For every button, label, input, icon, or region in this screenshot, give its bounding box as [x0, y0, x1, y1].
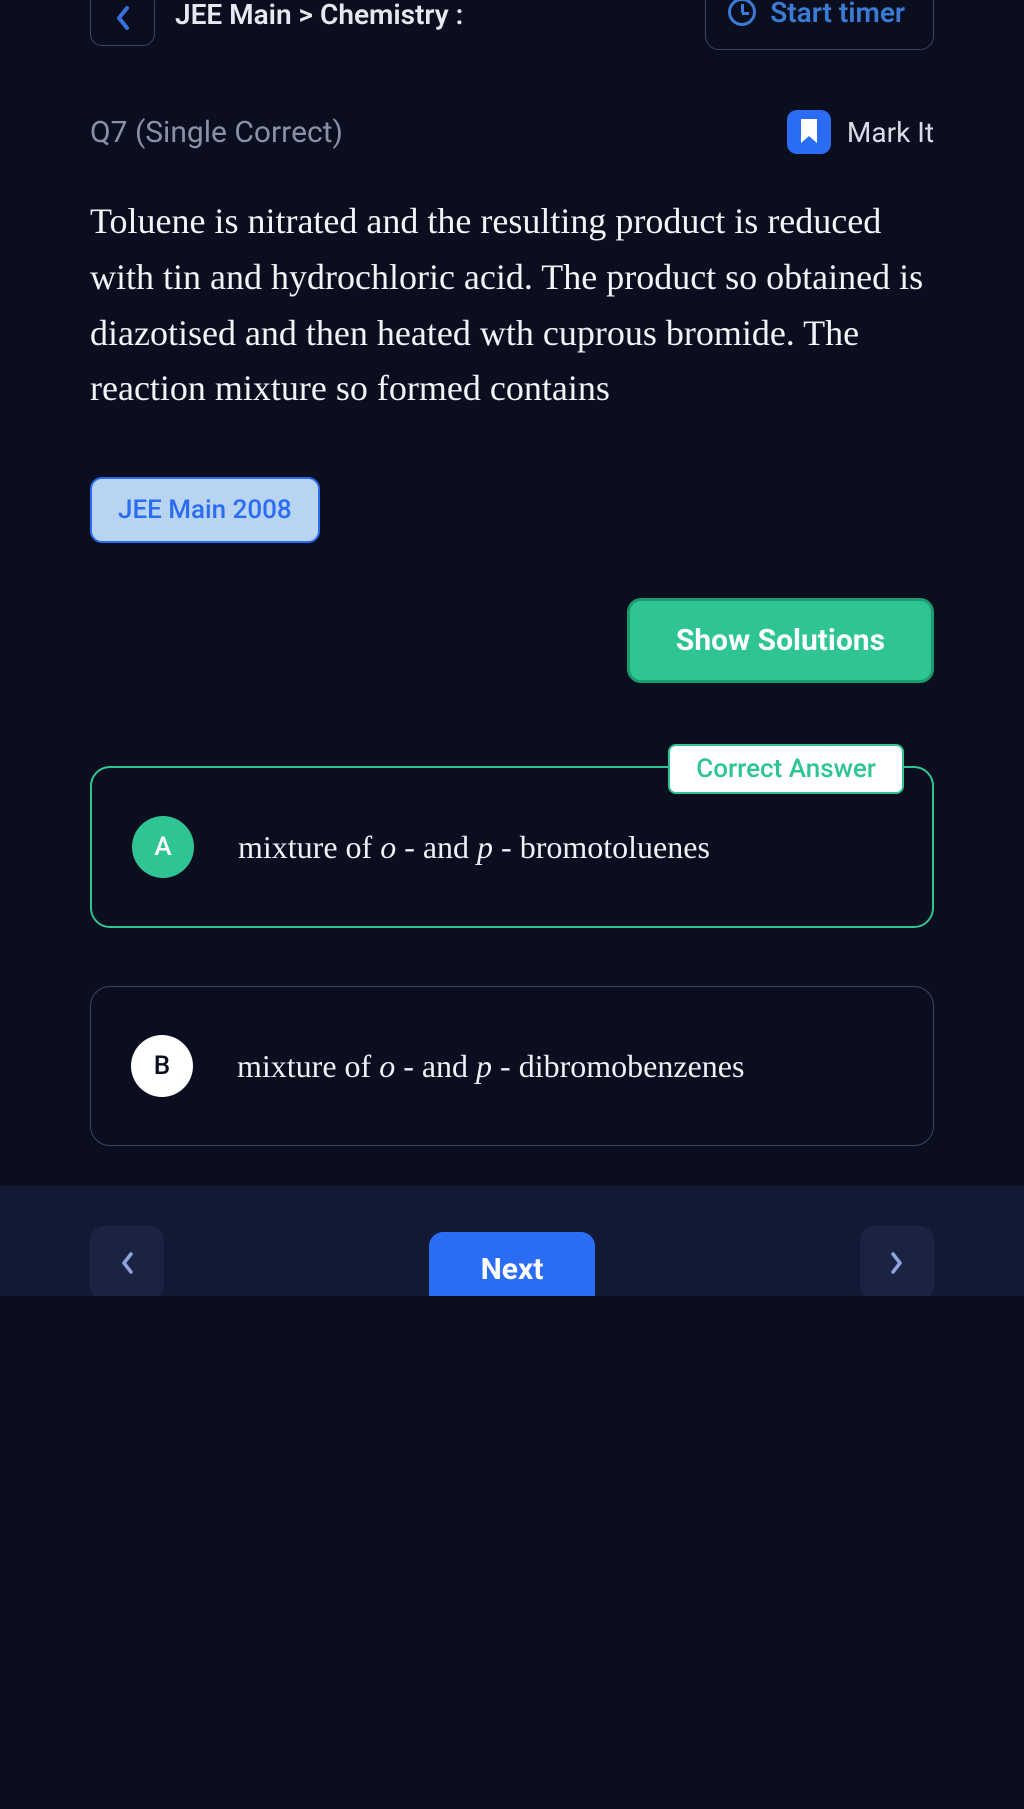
mark-it-button[interactable]: Mark It: [787, 110, 934, 154]
question-text: Toluene is nitrated and the resulting pr…: [0, 164, 1024, 427]
start-timer-button[interactable]: Start timer: [705, 0, 934, 50]
prev-button[interactable]: [90, 1226, 164, 1296]
option-b[interactable]: B mixture of o - and p - dibromobenzenes: [90, 986, 934, 1146]
top-bar: JEE Main > Chemistry : Start timer: [0, 0, 1024, 60]
chevron-left-icon: [115, 6, 131, 30]
chevron-left-icon: [119, 1251, 135, 1275]
bottom-nav-bar: Next: [0, 1186, 1024, 1296]
option-a-text: mixture of o - and p - bromotoluenes: [238, 825, 710, 870]
next-button[interactable]: Next: [429, 1232, 596, 1296]
bookmark-icon: [787, 110, 831, 154]
clock-icon: [728, 0, 756, 26]
option-a[interactable]: Correct Answer A mixture of o - and p - …: [90, 766, 934, 928]
option-letter-a: A: [132, 816, 194, 878]
option-letter-b: B: [131, 1035, 193, 1097]
forward-button[interactable]: [860, 1226, 934, 1296]
question-header: Q7 (Single Correct) Mark It: [0, 60, 1024, 164]
correct-answer-badge: Correct Answer: [668, 744, 904, 794]
breadcrumb[interactable]: JEE Main > Chemistry :: [175, 0, 685, 31]
chevron-right-icon: [889, 1251, 905, 1275]
show-solutions-button[interactable]: Show Solutions: [627, 598, 934, 683]
mark-it-label: Mark It: [847, 116, 934, 149]
exam-tag[interactable]: JEE Main 2008: [90, 477, 320, 543]
back-button[interactable]: [90, 0, 155, 46]
timer-label: Start timer: [770, 0, 905, 29]
options-container: Correct Answer A mixture of o - and p - …: [0, 698, 1024, 1186]
tag-row: JEE Main 2008: [0, 427, 1024, 553]
solutions-row: Show Solutions: [0, 553, 1024, 698]
option-b-text: mixture of o - and p - dibromobenzenes: [237, 1044, 744, 1089]
question-number-label: Q7 (Single Correct): [90, 115, 343, 150]
